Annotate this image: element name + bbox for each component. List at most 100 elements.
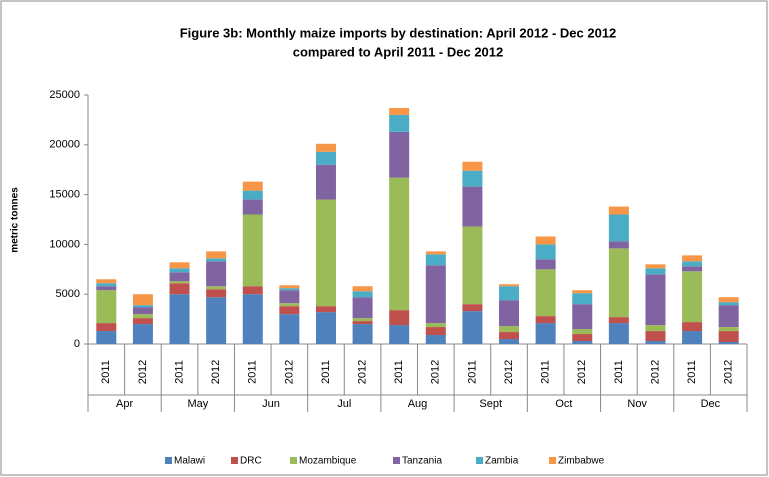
bar-segment xyxy=(718,342,739,344)
bar-segment xyxy=(572,329,593,335)
bar-segment xyxy=(462,304,483,312)
bar-segment xyxy=(535,323,556,344)
bar-segment xyxy=(279,290,300,304)
bar-segment xyxy=(206,258,227,262)
bar-segment xyxy=(169,281,190,284)
bar-segment xyxy=(425,254,446,266)
bar-segment xyxy=(608,248,629,318)
x-tick-label: 2011 xyxy=(393,360,405,384)
bar-segment xyxy=(169,294,190,344)
bar-segment xyxy=(572,290,593,294)
bar-segment xyxy=(718,302,739,306)
y-tick-label: 25000 xyxy=(49,89,80,101)
bar-segment xyxy=(645,268,666,275)
bar-segment xyxy=(389,310,410,326)
bar-segment xyxy=(499,326,520,333)
group-label: Jun xyxy=(262,398,280,410)
x-tick-label: 2011 xyxy=(320,360,332,384)
bar-segment xyxy=(206,251,227,259)
group-label: Apr xyxy=(116,398,133,410)
bar-segment xyxy=(535,244,556,260)
bar-segment xyxy=(279,314,300,344)
bar-segment xyxy=(499,284,520,287)
bar-segment xyxy=(572,334,593,342)
legend-label: Mozambique xyxy=(299,456,357,467)
bar-segment xyxy=(206,261,227,287)
group-label: Sept xyxy=(479,398,502,410)
x-tick-label: 2012 xyxy=(137,360,149,384)
x-tick-label: 2012 xyxy=(503,360,515,384)
bar-segment xyxy=(96,290,117,324)
bar-segment xyxy=(132,318,153,325)
bar-segment xyxy=(718,327,739,332)
bar-segment xyxy=(645,325,666,332)
bar-segment xyxy=(169,283,190,295)
bar-segment xyxy=(132,324,153,344)
bar-segment xyxy=(132,314,153,319)
bar-segment xyxy=(682,261,703,267)
bar-segment xyxy=(315,312,336,344)
bar-segment xyxy=(499,300,520,327)
bar-segment xyxy=(352,297,373,319)
x-tick-label: 2011 xyxy=(247,360,259,384)
legend-label: Malawi xyxy=(174,456,205,467)
bar-segment xyxy=(315,306,336,313)
bar-segment xyxy=(462,226,483,305)
group-label: Jul xyxy=(337,398,351,410)
bar-segment xyxy=(389,177,410,311)
x-tick-label: 2012 xyxy=(649,360,661,384)
bar-segment xyxy=(645,341,666,344)
bar-segment xyxy=(608,214,629,242)
bar-segment xyxy=(425,251,446,255)
bar-segment xyxy=(169,272,190,282)
bar-segment xyxy=(279,285,300,289)
bar-segment xyxy=(499,339,520,344)
bar-segment xyxy=(499,332,520,340)
group-label: Oct xyxy=(555,398,572,410)
bar-segment xyxy=(572,304,593,330)
legend-swatch xyxy=(231,457,238,464)
bar-segment xyxy=(389,325,410,344)
bar-segment xyxy=(462,186,483,227)
bar-segment xyxy=(499,286,520,301)
bar-segment xyxy=(242,199,263,215)
bar-segment xyxy=(352,318,373,322)
bar-segment xyxy=(718,297,739,303)
bar-segment xyxy=(242,190,263,200)
bar-segment xyxy=(389,107,410,115)
legend-swatch xyxy=(549,457,556,464)
x-tick-label: 2012 xyxy=(576,360,588,384)
bar-segment xyxy=(462,161,483,171)
bar-segment xyxy=(425,327,446,336)
x-tick-label: 2011 xyxy=(540,360,552,384)
bar-segment xyxy=(645,274,666,326)
y-tick-label: 5000 xyxy=(56,288,80,300)
bar-segment xyxy=(645,331,666,342)
bar-segment xyxy=(315,143,336,152)
bar-segment xyxy=(279,303,300,307)
legend-swatch xyxy=(165,457,172,464)
chart-title: Figure 3b: Monthly maize imports by dest… xyxy=(180,25,617,40)
bar-segment xyxy=(425,265,446,324)
legend-label: Zambia xyxy=(485,456,519,467)
bar-segment xyxy=(572,293,593,305)
bar-segment xyxy=(96,323,117,332)
x-tick-label: 2012 xyxy=(283,360,295,384)
x-tick-label: 2011 xyxy=(466,360,478,384)
bar-segment xyxy=(535,269,556,317)
group-label: Dec xyxy=(701,398,721,410)
legend-label: DRC xyxy=(240,456,262,467)
bar-segment xyxy=(206,286,227,290)
x-tick-label: 2011 xyxy=(173,360,185,384)
y-tick-label: 10000 xyxy=(49,238,80,250)
bar-segment xyxy=(96,283,117,287)
bar-segment xyxy=(96,279,117,284)
x-tick-label: 2011 xyxy=(100,360,112,384)
bar-segment xyxy=(96,331,117,344)
bar-segment xyxy=(242,181,263,191)
legend-label: Zimbabwe xyxy=(558,456,605,467)
bar-segment xyxy=(425,335,446,344)
bar-segment xyxy=(718,305,739,328)
x-tick-label: 2012 xyxy=(723,360,735,384)
